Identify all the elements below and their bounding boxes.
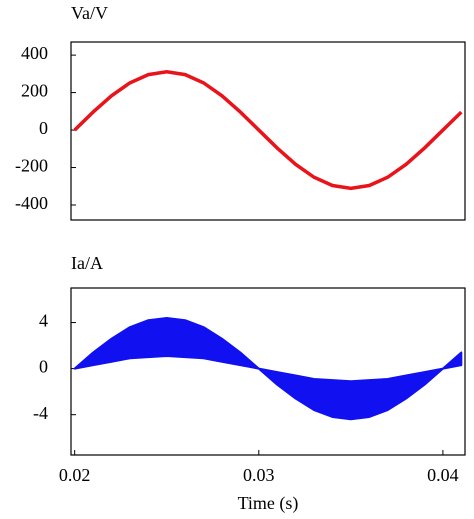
y-tick-label: 0	[39, 118, 48, 138]
plot-frame	[70, 287, 466, 456]
y-tick-label: -400	[15, 193, 48, 213]
current-band	[73, 316, 463, 421]
y-tick-label: 0	[39, 357, 48, 377]
y-tick-label: -200	[15, 156, 48, 176]
y-tick-label: 200	[21, 81, 48, 101]
plot-frame	[70, 41, 466, 221]
panel-title: Ia/A	[71, 253, 103, 273]
y-tick-label: -4	[33, 403, 48, 423]
voltage-line	[73, 70, 463, 191]
y-tick-label: 4	[39, 311, 48, 331]
x-tick-label: 0.02	[59, 465, 91, 485]
x-tick-label: 0.03	[243, 465, 275, 485]
x-axis-label: Time (s)	[238, 493, 299, 514]
panel-title: Va/V	[71, 3, 108, 23]
y-tick-label: 400	[21, 43, 48, 63]
x-tick-label: 0.04	[427, 465, 459, 485]
